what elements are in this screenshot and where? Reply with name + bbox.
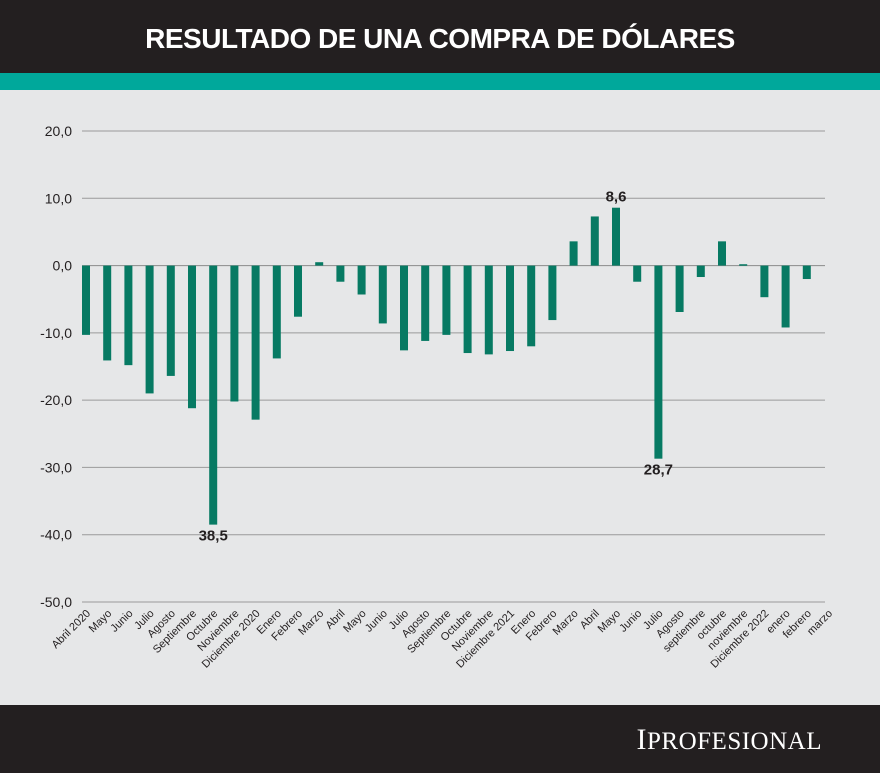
bar [124, 265, 133, 366]
bar [272, 265, 281, 359]
bar [145, 265, 154, 394]
bar [696, 265, 705, 278]
bar-chart: 20,0 10,0 0,0 -10,0 -20,0 -30,0 -40,0 -50,0Abri… [40, 123, 835, 671]
chart-area: 20,0 10,0 0,0 -10,0 -20,0 -30,0 -40,0 -50,0 Abri… [0, 90, 880, 705]
x-tick-label: Junio [108, 608, 135, 635]
bar [781, 265, 790, 328]
bar [357, 265, 366, 295]
data-label: 38,5 [199, 528, 228, 545]
y-tick-label: 10,0 [45, 190, 72, 206]
bar [802, 265, 811, 280]
bar [166, 265, 175, 376]
footer-bar: IPROFESIONAL [0, 705, 880, 773]
bar [103, 265, 112, 361]
bar [336, 265, 345, 282]
bar [590, 216, 599, 266]
bar [315, 262, 324, 266]
bar [294, 265, 302, 317]
y-tick-label: -40,0 [40, 527, 72, 543]
y-tick-label: -20,0 [40, 392, 72, 408]
bar [654, 265, 663, 459]
bar [230, 265, 239, 402]
x-tick-label: Mayo [596, 608, 624, 636]
bar [442, 265, 451, 335]
bar [251, 265, 260, 420]
bar [82, 265, 90, 335]
bar [463, 265, 472, 354]
x-tick-label: Junio [363, 608, 390, 635]
x-tick-label: Junio [617, 608, 644, 635]
bar [484, 265, 493, 355]
y-tick-label: -30,0 [40, 459, 72, 475]
bar [506, 265, 514, 352]
bar [760, 265, 769, 298]
chart-title: RESULTADO DE UNA COMPRA DE DÓLARES [145, 23, 735, 54]
bar [718, 241, 726, 266]
header-bar: RESULTADO DE UNA COMPRA DE DÓLARES [0, 0, 880, 73]
bar [675, 265, 684, 312]
y-tick-label: 20,0 [45, 123, 72, 139]
bar [548, 265, 557, 321]
bar [569, 241, 578, 266]
bar [739, 264, 748, 266]
x-tick-label: Mayo [87, 608, 115, 636]
bar [378, 265, 387, 324]
bar [612, 207, 620, 266]
x-tick-label: Abril 2020 [50, 608, 94, 652]
bar [633, 265, 642, 282]
x-tick-label: Mayo [341, 608, 369, 636]
bar [527, 265, 536, 347]
bar [209, 265, 218, 525]
y-tick-label: 0,0 [53, 258, 73, 274]
y-tick-label: -10,0 [40, 325, 72, 341]
bar [400, 265, 408, 351]
brand-logo: IPROFESIONAL [636, 723, 822, 756]
bar [421, 265, 430, 341]
y-tick-label: -50,0 [40, 594, 72, 610]
accent-stripe [0, 73, 880, 90]
data-label: 8,6 [606, 189, 627, 206]
bar [188, 265, 196, 409]
data-label: 28,7 [644, 462, 673, 479]
